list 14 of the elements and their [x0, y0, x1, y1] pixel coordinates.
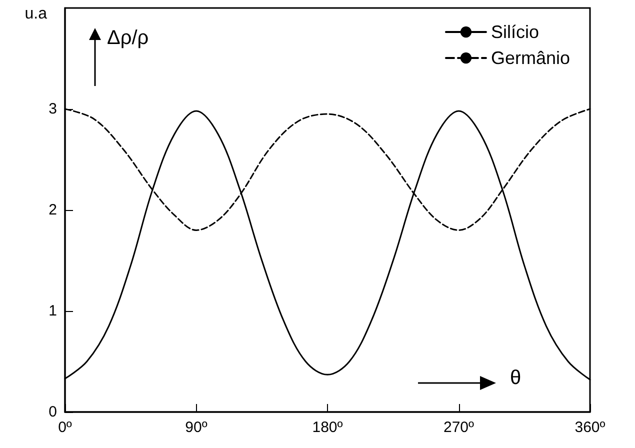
x-tick-label: 270º: [443, 419, 475, 436]
x-tick-label: 90º: [185, 419, 208, 436]
x-tick-label: 360º: [574, 419, 606, 436]
legend-label: Silício: [490, 22, 539, 42]
y-tick-label: 3: [48, 100, 57, 118]
y-tick-label: 2: [48, 202, 57, 218]
x-tick-label: 180º: [312, 419, 344, 436]
legend-label: Germânio: [490, 48, 570, 68]
annotation: Δρ/ρ: [107, 27, 149, 49]
y-axis-title: u.a: [24, 6, 48, 22]
y-tick-label: 1: [48, 302, 57, 320]
y-tick-label: 0: [48, 404, 57, 420]
annotation: θ: [510, 367, 522, 389]
x-tick-label: 0º: [58, 419, 72, 436]
